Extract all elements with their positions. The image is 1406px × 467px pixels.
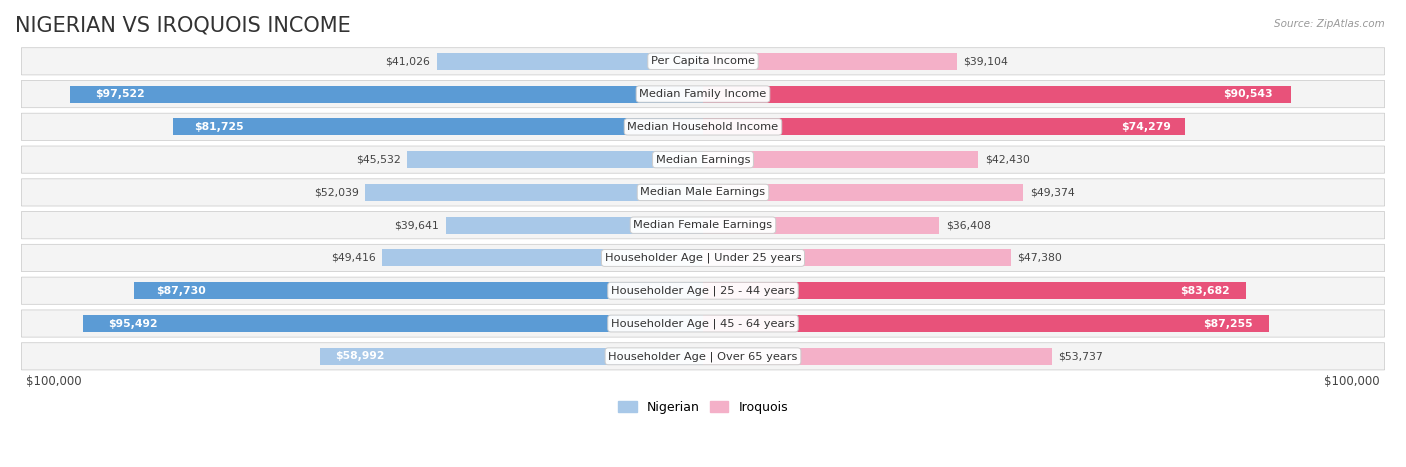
Text: $90,543: $90,543 [1223, 89, 1272, 99]
Text: Median Male Earnings: Median Male Earnings [641, 187, 765, 198]
Bar [703, 282, 1246, 299]
FancyBboxPatch shape [21, 179, 1385, 206]
Text: Householder Age | 25 - 44 years: Householder Age | 25 - 44 years [612, 285, 794, 296]
FancyBboxPatch shape [21, 310, 1385, 337]
Bar [70, 85, 703, 103]
Bar [703, 315, 1270, 332]
Text: Per Capita Income: Per Capita Income [651, 57, 755, 66]
Text: $81,725: $81,725 [194, 122, 243, 132]
Text: $49,416: $49,416 [330, 253, 375, 263]
Text: Householder Age | Under 25 years: Householder Age | Under 25 years [605, 253, 801, 263]
Text: $49,374: $49,374 [1031, 187, 1074, 198]
Bar [703, 53, 957, 70]
Bar [366, 184, 703, 201]
FancyBboxPatch shape [21, 80, 1385, 108]
Legend: Nigerian, Iroquois: Nigerian, Iroquois [613, 396, 793, 419]
Text: Householder Age | Over 65 years: Householder Age | Over 65 years [609, 351, 797, 361]
Text: Median Female Earnings: Median Female Earnings [634, 220, 772, 230]
FancyBboxPatch shape [21, 277, 1385, 304]
Bar [703, 217, 939, 234]
Text: Source: ZipAtlas.com: Source: ZipAtlas.com [1274, 19, 1385, 28]
Text: $53,737: $53,737 [1059, 351, 1104, 361]
Bar [321, 348, 703, 365]
Text: $42,430: $42,430 [984, 155, 1029, 165]
Text: Median Household Income: Median Household Income [627, 122, 779, 132]
Text: $87,255: $87,255 [1202, 318, 1253, 328]
Bar [408, 151, 703, 168]
Bar [703, 85, 1291, 103]
Text: NIGERIAN VS IROQUOIS INCOME: NIGERIAN VS IROQUOIS INCOME [15, 15, 350, 35]
Bar [703, 249, 1011, 267]
Text: $97,522: $97,522 [96, 89, 145, 99]
Text: $45,532: $45,532 [356, 155, 401, 165]
Text: $52,039: $52,039 [314, 187, 359, 198]
FancyBboxPatch shape [21, 146, 1385, 173]
Bar [703, 118, 1185, 135]
Bar [134, 282, 703, 299]
Text: Median Earnings: Median Earnings [655, 155, 751, 165]
Bar [703, 151, 979, 168]
Text: $39,104: $39,104 [963, 57, 1008, 66]
Text: Median Family Income: Median Family Income [640, 89, 766, 99]
Text: $36,408: $36,408 [946, 220, 991, 230]
Text: $74,279: $74,279 [1121, 122, 1171, 132]
FancyBboxPatch shape [21, 343, 1385, 370]
Bar [382, 249, 703, 267]
Bar [173, 118, 703, 135]
FancyBboxPatch shape [21, 244, 1385, 272]
Bar [703, 184, 1024, 201]
FancyBboxPatch shape [21, 48, 1385, 75]
Text: $47,380: $47,380 [1017, 253, 1062, 263]
FancyBboxPatch shape [21, 212, 1385, 239]
Text: $87,730: $87,730 [156, 286, 207, 296]
Text: $83,682: $83,682 [1180, 286, 1230, 296]
FancyBboxPatch shape [21, 113, 1385, 141]
Text: $41,026: $41,026 [385, 57, 430, 66]
Bar [83, 315, 703, 332]
Bar [703, 348, 1052, 365]
Text: $95,492: $95,492 [108, 318, 157, 328]
Bar [437, 53, 703, 70]
Text: $58,992: $58,992 [336, 351, 385, 361]
Text: $39,641: $39,641 [395, 220, 439, 230]
Text: Householder Age | 45 - 64 years: Householder Age | 45 - 64 years [612, 318, 794, 329]
Bar [446, 217, 703, 234]
